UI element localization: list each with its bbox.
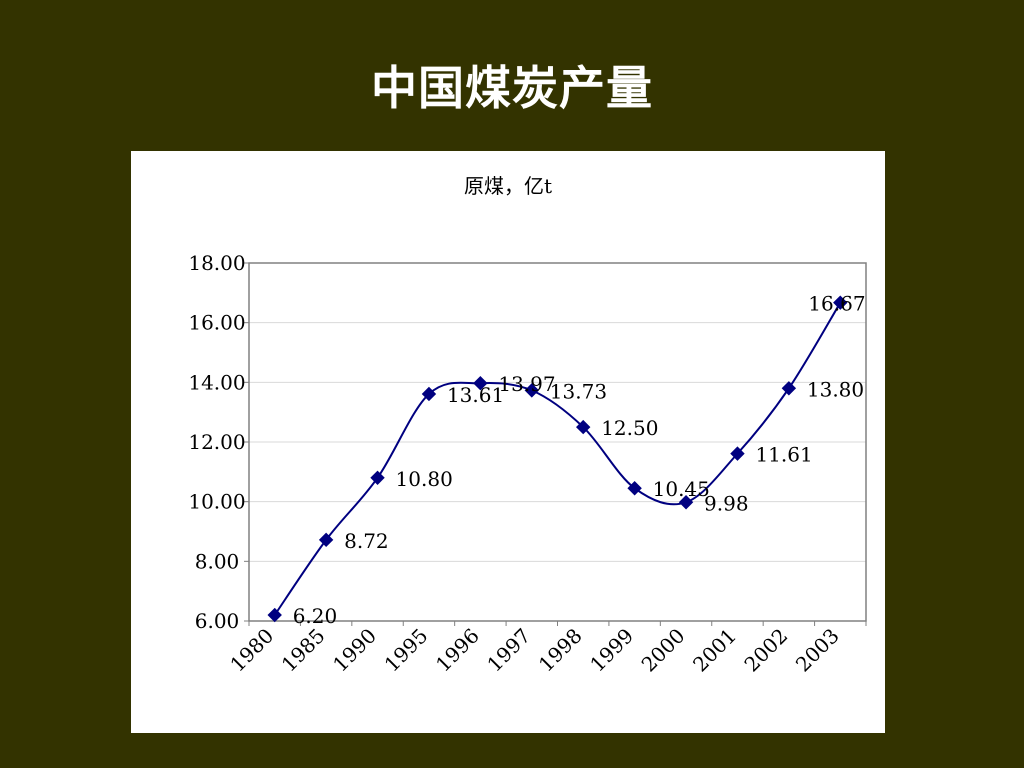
y-tick-label: 14.00 xyxy=(188,370,245,394)
x-axis-ticks: 1980198519901995199619971998199920002001… xyxy=(225,621,867,677)
y-tick-label: 18.00 xyxy=(188,251,245,275)
x-tick-label: 2000 xyxy=(637,624,690,677)
x-tick-label: 1995 xyxy=(380,624,433,677)
x-tick-label: 2001 xyxy=(688,624,741,677)
data-label: 10.45 xyxy=(653,477,710,501)
x-tick-label: 1990 xyxy=(328,624,381,677)
chart-title: 原煤，亿t xyxy=(464,174,552,198)
data-point-marker xyxy=(833,295,848,310)
x-tick-label: 1999 xyxy=(585,624,638,677)
data-label: 11.61 xyxy=(755,443,812,467)
data-label: 13.61 xyxy=(447,383,504,407)
y-tick-label: 6.00 xyxy=(195,609,240,633)
data-label: 12.50 xyxy=(601,416,658,440)
data-point-marker xyxy=(473,376,488,391)
data-label: 13.97 xyxy=(498,372,555,396)
data-point-marker xyxy=(267,607,282,623)
x-tick-label: 1998 xyxy=(534,624,587,677)
x-tick-label: 1996 xyxy=(431,624,484,677)
data-point-marker xyxy=(524,383,539,398)
x-tick-label: 2003 xyxy=(791,624,844,677)
x-tick-label: 1997 xyxy=(482,624,535,677)
y-tick-label: 16.00 xyxy=(188,311,245,335)
gridlines xyxy=(249,322,866,562)
y-tick-label: 10.00 xyxy=(188,490,245,514)
data-point-marker xyxy=(678,495,694,510)
data-point-marker xyxy=(781,381,797,396)
data-label: 8.72 xyxy=(344,529,389,553)
data-label: 10.80 xyxy=(396,467,453,491)
data-point-marker xyxy=(370,470,385,486)
data-label: 13.73 xyxy=(550,379,607,403)
data-label: 13.80 xyxy=(807,377,864,401)
data-markers xyxy=(267,295,848,623)
y-axis-ticks: 6.00 8.00 10.00 12.00 14.00 16.00 18.00 xyxy=(188,251,249,633)
data-point-marker xyxy=(627,481,642,496)
y-tick-label: 8.00 xyxy=(195,549,240,573)
y-tick-label: 12.00 xyxy=(188,430,245,454)
data-point-marker xyxy=(318,532,334,548)
data-label: 9.98 xyxy=(704,491,749,515)
data-point-marker xyxy=(421,386,437,402)
slide-title: 中国煤炭产量 xyxy=(371,61,653,115)
data-point-marker xyxy=(576,419,591,435)
data-label: 16.67 xyxy=(808,292,865,316)
line-chart: 原煤，亿t 6.008.0010.0012.0014.0016.0018.00 … xyxy=(188,174,867,677)
series-line xyxy=(273,302,842,616)
data-point-marker xyxy=(730,446,745,461)
data-label: 6.20 xyxy=(293,604,338,628)
x-tick-label: 1985 xyxy=(277,624,330,677)
x-tick-label: 2002 xyxy=(739,624,792,677)
chart-panel: 原煤，亿t 6.00 8.00 10.00 12.00 14.00 16.00 18.00 … xyxy=(131,151,885,733)
